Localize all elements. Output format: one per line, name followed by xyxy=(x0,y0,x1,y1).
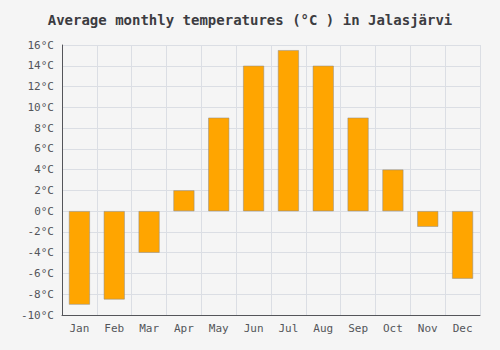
svg-text:16°C: 16°C xyxy=(28,39,55,52)
svg-text:-8°C: -8°C xyxy=(28,288,55,301)
svg-text:Dec: Dec xyxy=(453,322,473,335)
svg-text:Average monthly temperatures (: Average monthly temperatures (°C ) in Ja… xyxy=(48,12,453,28)
svg-text:Jul: Jul xyxy=(278,322,298,335)
svg-text:12°C: 12°C xyxy=(28,80,55,93)
svg-text:6°C: 6°C xyxy=(34,142,54,155)
svg-text:Jun: Jun xyxy=(244,322,264,335)
svg-text:4°C: 4°C xyxy=(34,163,54,176)
svg-text:10°C: 10°C xyxy=(28,101,55,114)
svg-text:2°C: 2°C xyxy=(34,184,54,197)
svg-text:Nov: Nov xyxy=(418,322,438,335)
svg-text:14°C: 14°C xyxy=(28,59,55,72)
svg-text:May: May xyxy=(209,322,229,335)
svg-text:Mar: Mar xyxy=(139,322,159,335)
svg-text:Feb: Feb xyxy=(104,322,124,335)
svg-text:Apr: Apr xyxy=(174,322,194,335)
svg-text:Aug: Aug xyxy=(313,322,333,335)
svg-text:Jan: Jan xyxy=(69,322,89,335)
svg-text:8°C: 8°C xyxy=(34,122,54,135)
svg-text:-4°C: -4°C xyxy=(28,246,55,259)
svg-text:-2°C: -2°C xyxy=(28,225,55,238)
svg-text:Sep: Sep xyxy=(348,322,368,335)
svg-text:Oct: Oct xyxy=(383,322,403,335)
svg-text:-10°C: -10°C xyxy=(21,309,54,322)
svg-text:-6°C: -6°C xyxy=(28,267,55,280)
svg-text:0°C: 0°C xyxy=(34,205,54,218)
